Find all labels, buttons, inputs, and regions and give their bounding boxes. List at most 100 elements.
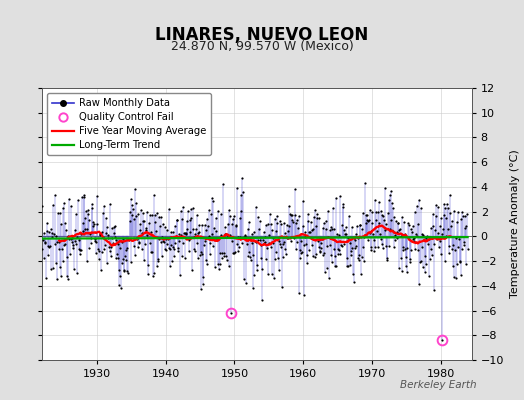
Point xyxy=(85,217,93,223)
Point xyxy=(69,242,77,248)
Point xyxy=(52,239,61,246)
Point xyxy=(344,235,352,242)
Point xyxy=(168,258,176,264)
Point xyxy=(381,220,390,227)
Point xyxy=(117,239,126,245)
Point xyxy=(60,242,69,248)
Point xyxy=(244,226,253,232)
Point xyxy=(320,250,329,256)
Point xyxy=(291,185,299,192)
Point xyxy=(286,211,294,217)
Point xyxy=(163,226,171,233)
Point xyxy=(328,258,336,265)
Point xyxy=(113,251,121,257)
Point xyxy=(386,192,394,198)
Point xyxy=(411,246,420,252)
Point xyxy=(54,239,63,246)
Point xyxy=(269,234,277,241)
Point xyxy=(139,218,148,224)
Point xyxy=(196,252,204,258)
Point xyxy=(75,246,83,252)
Point xyxy=(443,200,451,207)
Point xyxy=(306,228,314,235)
Point xyxy=(135,240,144,246)
Point xyxy=(159,238,167,244)
Point xyxy=(190,234,198,240)
Point xyxy=(225,206,234,213)
Point xyxy=(390,237,399,243)
Point xyxy=(375,199,383,206)
Point xyxy=(213,236,222,242)
Point xyxy=(196,249,205,256)
Point xyxy=(431,227,439,233)
Point xyxy=(442,233,451,239)
Point xyxy=(392,218,400,224)
Point xyxy=(102,215,110,221)
Point xyxy=(122,256,130,263)
Point xyxy=(154,256,162,262)
Point xyxy=(174,248,182,254)
Point xyxy=(259,240,268,246)
Point xyxy=(334,251,342,258)
Point xyxy=(261,234,269,240)
Point xyxy=(304,210,312,217)
Point xyxy=(239,189,247,195)
Point xyxy=(68,238,76,245)
Point xyxy=(40,254,48,261)
Point xyxy=(325,227,334,233)
Point xyxy=(432,236,441,243)
Point xyxy=(399,247,407,254)
Point xyxy=(424,272,433,279)
Point xyxy=(183,218,191,224)
Point xyxy=(263,244,271,251)
Point xyxy=(214,208,222,214)
Point xyxy=(300,241,309,248)
Point xyxy=(429,222,438,229)
Point xyxy=(132,200,140,207)
Legend: Raw Monthly Data, Quality Control Fail, Five Year Moving Average, Long-Term Tren: Raw Monthly Data, Quality Control Fail, … xyxy=(47,93,211,155)
Point xyxy=(250,229,258,235)
Point xyxy=(257,254,266,261)
Point xyxy=(443,226,452,232)
Point xyxy=(82,226,91,232)
Point xyxy=(220,250,228,256)
Point xyxy=(165,206,173,212)
Point xyxy=(450,274,458,281)
Point xyxy=(64,196,73,202)
Point xyxy=(308,227,316,234)
Point xyxy=(93,221,102,228)
Point xyxy=(107,253,115,260)
Point xyxy=(449,263,457,270)
Point xyxy=(116,244,124,251)
Point xyxy=(57,221,65,228)
Point xyxy=(457,246,466,252)
Point xyxy=(272,220,281,227)
Point xyxy=(134,211,142,217)
Point xyxy=(412,202,421,209)
Point xyxy=(130,215,138,222)
Point xyxy=(334,246,343,253)
Point xyxy=(418,231,426,237)
Point xyxy=(462,261,471,267)
Point xyxy=(271,256,279,262)
Point xyxy=(314,238,322,244)
Point xyxy=(232,223,241,229)
Point xyxy=(137,207,145,214)
Point xyxy=(52,260,60,267)
Point xyxy=(144,261,152,268)
Point xyxy=(335,232,343,238)
Point xyxy=(158,253,167,260)
Point xyxy=(171,223,179,229)
Point xyxy=(293,217,302,223)
Point xyxy=(367,247,375,253)
Point xyxy=(267,227,276,234)
Point xyxy=(373,209,381,215)
Point xyxy=(320,220,328,226)
Point xyxy=(385,197,394,204)
Point xyxy=(427,246,435,252)
Point xyxy=(146,212,155,218)
Point xyxy=(432,202,440,208)
Point xyxy=(103,260,112,266)
Point xyxy=(410,235,419,242)
Point xyxy=(350,235,358,241)
